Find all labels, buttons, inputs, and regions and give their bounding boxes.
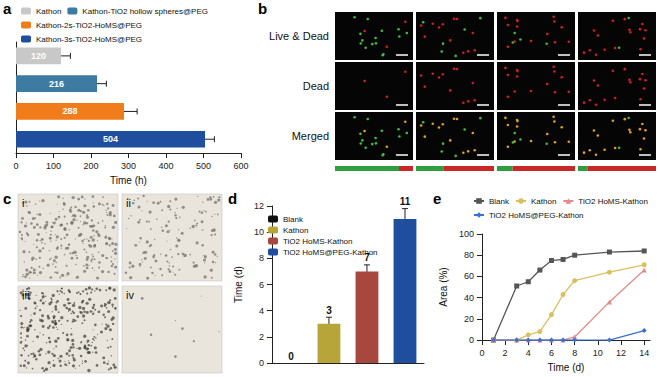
svg-text:60: 60 xyxy=(464,271,474,281)
svg-text:10: 10 xyxy=(593,348,603,358)
svg-text:0: 0 xyxy=(13,161,18,171)
svg-text:6: 6 xyxy=(549,348,554,358)
svg-text:600: 600 xyxy=(233,161,248,171)
svg-text:10: 10 xyxy=(254,227,264,237)
svg-text:3: 3 xyxy=(326,305,332,316)
svg-text:iii: iii xyxy=(22,289,29,301)
svg-text:Kathon: Kathon xyxy=(531,197,556,206)
svg-text:216: 216 xyxy=(49,79,64,89)
svg-text:Live & Dead: Live & Dead xyxy=(269,30,329,42)
svg-text:300: 300 xyxy=(121,161,136,171)
svg-text:0: 0 xyxy=(259,358,264,368)
svg-text:500: 500 xyxy=(196,161,211,171)
svg-text:11: 11 xyxy=(400,196,411,207)
svg-text:Blank: Blank xyxy=(489,197,510,206)
svg-text:504: 504 xyxy=(103,134,118,144)
svg-text:4: 4 xyxy=(526,348,531,358)
svg-text:40: 40 xyxy=(464,293,474,303)
svg-text:20: 20 xyxy=(464,314,474,324)
svg-text:b: b xyxy=(258,0,267,17)
svg-text:Time (h): Time (h) xyxy=(110,175,147,186)
svg-text:0: 0 xyxy=(288,351,294,362)
html-text:d: d xyxy=(228,190,238,207)
svg-text:Area (%): Area (%) xyxy=(438,267,449,306)
svg-text:Kathon-2s-TiO2-HoMS@PEG: Kathon-2s-TiO2-HoMS@PEG xyxy=(36,21,142,30)
svg-text:12: 12 xyxy=(254,201,264,211)
svg-text:8: 8 xyxy=(259,253,264,263)
svg-text:8: 8 xyxy=(572,348,577,358)
svg-text:TiO2 HoMS@PEG-Kathon: TiO2 HoMS@PEG-Kathon xyxy=(489,211,584,220)
svg-text:400: 400 xyxy=(158,161,173,171)
svg-text:14: 14 xyxy=(639,348,649,358)
svg-text:TiO2 HoMS-Kathon: TiO2 HoMS-Kathon xyxy=(283,237,353,246)
svg-text:Kathon-3s-TiO2-HoMS@PEG: Kathon-3s-TiO2-HoMS@PEG xyxy=(36,35,142,44)
svg-text:80: 80 xyxy=(464,250,474,260)
html-text:a: a xyxy=(3,0,12,17)
svg-text:12: 12 xyxy=(616,348,626,358)
svg-text:Kathon: Kathon xyxy=(283,226,308,235)
svg-text:7: 7 xyxy=(364,252,370,264)
svg-text:TiO2 HoMS-Kathon: TiO2 HoMS-Kathon xyxy=(578,197,648,206)
svg-text:288: 288 xyxy=(62,106,77,116)
svg-text:c: c xyxy=(3,190,11,207)
svg-text:Time (d): Time (d) xyxy=(548,362,585,373)
svg-text:ii: ii xyxy=(126,197,131,209)
svg-text:4: 4 xyxy=(259,306,264,316)
svg-text:0: 0 xyxy=(469,335,474,345)
svg-text:2: 2 xyxy=(259,332,264,342)
svg-text:iv: iv xyxy=(126,289,134,301)
svg-text:2: 2 xyxy=(503,348,508,358)
svg-text:Dead: Dead xyxy=(303,80,329,92)
svg-text:6: 6 xyxy=(259,280,264,290)
svg-text:Merged: Merged xyxy=(292,130,329,142)
svg-text:120: 120 xyxy=(31,51,46,61)
svg-text:0: 0 xyxy=(479,348,484,358)
svg-text:Kathon: Kathon xyxy=(36,7,61,16)
svg-text:TiO2 HoMS@PEG-Kathon: TiO2 HoMS@PEG-Kathon xyxy=(283,248,378,257)
svg-text:200: 200 xyxy=(83,161,98,171)
svg-text:i: i xyxy=(22,197,24,209)
svg-text:100: 100 xyxy=(459,229,474,239)
html-text:e: e xyxy=(433,190,442,207)
svg-text:Kathon-TiO2 hollow spheres@PEG: Kathon-TiO2 hollow spheres@PEG xyxy=(82,7,208,16)
svg-text:Blank: Blank xyxy=(283,215,304,224)
svg-text:100: 100 xyxy=(46,161,61,171)
svg-text:Time (d): Time (d) xyxy=(233,266,244,303)
